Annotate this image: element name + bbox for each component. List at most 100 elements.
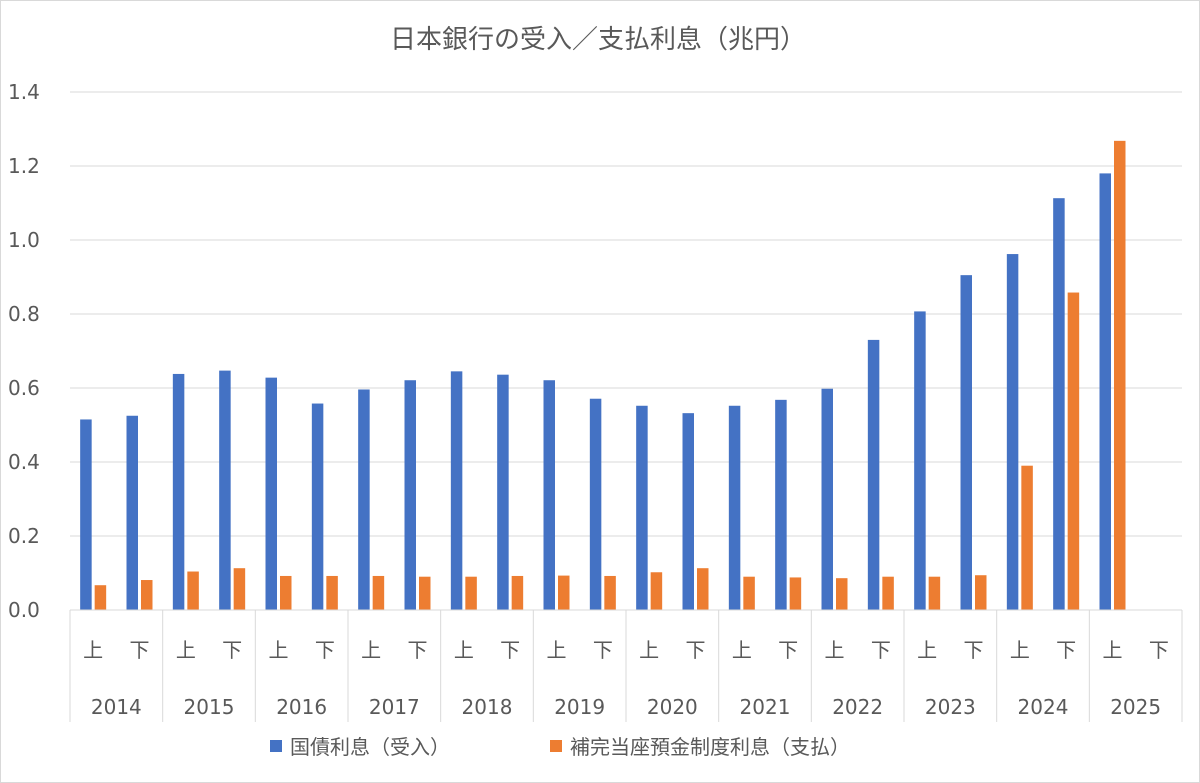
x-year-label: 2017 bbox=[369, 695, 420, 719]
bar-jgb-interest bbox=[543, 380, 555, 610]
bars bbox=[80, 140, 1126, 610]
bar-jgb-interest bbox=[682, 413, 694, 610]
bar-jgb-interest bbox=[775, 399, 787, 610]
bar-reserve-interest bbox=[1067, 292, 1080, 610]
chart-title: 日本銀行の受入／支払利息（兆円） bbox=[390, 25, 806, 55]
x-axis: 上 下 2014 上 下 2015 上 下 2016 上 下 2017 上 下 2018 上 下 2019 上 下 20… bbox=[69, 609, 1183, 722]
bar-jgb-interest bbox=[867, 339, 880, 610]
x-year-label: 2024 bbox=[1018, 695, 1069, 719]
bar-jgb-interest bbox=[80, 419, 92, 610]
x-half-label: 上 bbox=[454, 638, 474, 662]
legend: 国債利息（受入） 補完当座預金制度利息（支払） bbox=[270, 735, 850, 759]
bar-reserve-interest bbox=[1021, 465, 1033, 610]
y-tick-label: 1.2 bbox=[8, 154, 40, 178]
bar-reserve-interest bbox=[187, 571, 199, 610]
bar-jgb-interest bbox=[1099, 173, 1111, 610]
x-half-label: 上 bbox=[547, 638, 567, 662]
x-year-label: 2014 bbox=[91, 695, 142, 719]
bar-jgb-interest bbox=[821, 388, 833, 610]
bar-reserve-interest bbox=[975, 575, 987, 610]
x-half-label: 上 bbox=[1103, 638, 1123, 662]
bar-reserve-interest bbox=[789, 577, 802, 610]
bar-reserve-interest bbox=[604, 575, 616, 610]
bar-reserve-interest bbox=[743, 576, 755, 610]
y-tick-label: 0.6 bbox=[8, 376, 40, 400]
x-half-label: 下 bbox=[1149, 638, 1169, 662]
bar-jgb-interest bbox=[636, 405, 648, 610]
legend-label-jgb-interest: 国債利息（受入） bbox=[290, 735, 450, 759]
bar-reserve-interest bbox=[326, 575, 338, 610]
x-half-label: 下 bbox=[964, 638, 984, 662]
bar-reserve-interest bbox=[928, 576, 941, 610]
bar-reserve-interest bbox=[372, 575, 385, 610]
y-tick-label: 0.8 bbox=[8, 302, 40, 326]
x-half-label: 上 bbox=[1010, 638, 1030, 662]
bar-jgb-interest bbox=[450, 371, 463, 610]
bar-jgb-interest bbox=[1006, 254, 1019, 610]
x-half-label: 上 bbox=[639, 638, 659, 662]
x-year-label: 2020 bbox=[647, 695, 698, 719]
x-year-label: 2023 bbox=[925, 695, 976, 719]
x-year-label: 2018 bbox=[462, 695, 513, 719]
x-year-label: 2021 bbox=[740, 695, 791, 719]
x-half-label: 下 bbox=[500, 638, 520, 662]
bar-reserve-interest bbox=[233, 568, 246, 610]
legend-swatch-reserve-interest bbox=[550, 740, 562, 752]
bar-reserve-interest bbox=[836, 578, 848, 610]
bar-reserve-interest bbox=[94, 585, 107, 610]
y-tick-label: 0.0 bbox=[8, 598, 40, 622]
x-half-label: 上 bbox=[732, 638, 752, 662]
y-tick-label: 0.2 bbox=[8, 524, 40, 548]
bar-reserve-interest bbox=[882, 576, 894, 610]
x-half-label: 下 bbox=[130, 638, 150, 662]
y-tick-label: 1.4 bbox=[8, 80, 40, 104]
x-year-label: 2015 bbox=[184, 695, 235, 719]
x-half-label: 下 bbox=[408, 638, 428, 662]
bar-jgb-interest bbox=[219, 370, 231, 610]
bar-reserve-interest bbox=[465, 576, 477, 610]
x-year-label: 2025 bbox=[1110, 695, 1161, 719]
bar-reserve-interest bbox=[1114, 140, 1126, 610]
bar-reserve-interest bbox=[558, 575, 570, 610]
x-year-label: 2022 bbox=[832, 695, 883, 719]
x-half-label: 下 bbox=[686, 638, 706, 662]
x-year-label: 2019 bbox=[554, 695, 605, 719]
bar-jgb-interest bbox=[358, 389, 370, 610]
bar-jgb-interest bbox=[589, 398, 602, 610]
legend-label-reserve-interest: 補完当座預金制度利息（支払） bbox=[570, 735, 850, 759]
x-half-label: 上 bbox=[361, 638, 381, 662]
bar-jgb-interest bbox=[960, 275, 972, 610]
bar-jgb-interest bbox=[126, 415, 138, 610]
x-half-label: 上 bbox=[269, 638, 289, 662]
x-half-label: 下 bbox=[315, 638, 335, 662]
bar-reserve-interest bbox=[697, 568, 709, 610]
legend-swatch-jgb-interest bbox=[270, 740, 282, 752]
bar-reserve-interest bbox=[650, 572, 663, 610]
gridlines bbox=[70, 91, 1182, 537]
y-tick-label: 1.0 bbox=[8, 228, 40, 252]
bar-jgb-interest bbox=[914, 311, 926, 610]
bar-jgb-interest bbox=[728, 405, 741, 610]
x-half-label: 上 bbox=[825, 638, 845, 662]
x-year-label: 2016 bbox=[276, 695, 327, 719]
bar-jgb-interest bbox=[404, 380, 416, 610]
bar-reserve-interest bbox=[141, 580, 153, 610]
x-half-label: 下 bbox=[222, 638, 242, 662]
bar-jgb-interest bbox=[172, 373, 185, 610]
bar-reserve-interest bbox=[419, 576, 431, 610]
x-half-label: 下 bbox=[871, 638, 891, 662]
bar-jgb-interest bbox=[311, 403, 324, 610]
bar-jgb-interest bbox=[265, 377, 277, 610]
x-half-label: 上 bbox=[917, 638, 937, 662]
bar-reserve-interest bbox=[511, 575, 524, 610]
bar-jgb-interest bbox=[1053, 198, 1065, 610]
y-axis-ticks: 0.0 0.2 0.4 0.6 0.8 1.0 1.2 1.4 bbox=[8, 80, 40, 622]
bar-reserve-interest bbox=[280, 575, 292, 610]
bar-jgb-interest bbox=[497, 374, 509, 610]
x-half-label: 下 bbox=[778, 638, 798, 662]
x-half-label: 上 bbox=[83, 638, 103, 662]
x-half-label: 下 bbox=[593, 638, 613, 662]
x-half-label: 上 bbox=[176, 638, 196, 662]
